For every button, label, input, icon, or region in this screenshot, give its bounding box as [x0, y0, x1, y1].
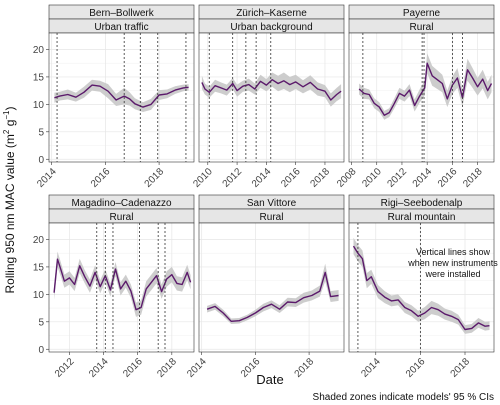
- x-tick-label: 2016: [121, 356, 145, 380]
- panel-6: Rigi–Seebodenalp Rural mountain 2014 2016 20…: [348, 194, 498, 380]
- x-tick-label: 2016: [404, 356, 428, 380]
- x-tick-label: 2018: [461, 166, 485, 190]
- category-label: Rural: [260, 212, 284, 223]
- x-tick-label: 2016: [89, 166, 113, 190]
- x-tick-label: 2010: [360, 166, 384, 190]
- plot-area: [199, 33, 344, 162]
- y-tick-label: 20: [33, 235, 45, 246]
- ci-band: [201, 72, 342, 107]
- y-tick-label: 10: [33, 100, 45, 111]
- plot-frame: [48, 222, 195, 353]
- x-tick-label: 2014: [250, 166, 274, 190]
- mac-series-line: [54, 84, 189, 108]
- mac-series-line: [53, 258, 192, 311]
- ci-band: [207, 263, 339, 324]
- panel-3: Payerne Rural 2008 2010 2012 2014 2016 2018: [335, 4, 495, 190]
- y-tick-label: 20: [33, 45, 45, 56]
- site-label: Rigi–Seebodenalp: [381, 198, 463, 209]
- x-tick-label: 2014: [185, 356, 209, 380]
- x-tick-label: 2014: [87, 356, 111, 380]
- caption: Shaded zones indicate models' 95 % CIs: [313, 392, 494, 403]
- annotation-line: Vertical lines show: [416, 247, 491, 257]
- y-tick-label: 5: [38, 127, 44, 138]
- y-tick-label: 5: [38, 317, 44, 328]
- y-tick-label: 10: [33, 290, 45, 301]
- x-tick-label: 2014: [359, 356, 383, 380]
- category-label: Rural: [410, 22, 434, 33]
- site-label: Magadino–Cadenazzo: [71, 198, 172, 209]
- annotation-line: when new instruments: [407, 258, 498, 268]
- panel-1: Bern–Bollwerk Urban traffic 0 5 10 15 20 2014 20…: [33, 4, 195, 190]
- x-tick-label: 2018: [449, 356, 473, 380]
- site-label: Payerne: [403, 8, 441, 19]
- category-label: Urban traffic: [94, 22, 148, 33]
- plot-area: [349, 223, 494, 352]
- plot-frame: [348, 32, 495, 163]
- annotation-line: were installed: [424, 269, 480, 279]
- x-tick-label: 2018: [293, 356, 317, 380]
- x-tick-label: 2008: [335, 166, 359, 190]
- y-axis-title: Rolling 950 nm MAC value (m2 g−1): [2, 107, 17, 294]
- x-tick-label: 2018: [155, 356, 179, 380]
- y-tick-label: 0: [38, 345, 44, 356]
- x-tick-label: 2012: [386, 166, 410, 190]
- site-label: San Vittore: [247, 198, 297, 209]
- plot-frame: [198, 32, 345, 163]
- plot-frame: [48, 32, 195, 163]
- x-tick-label: 2018: [143, 166, 167, 190]
- category-label: Rural mountain: [388, 212, 456, 223]
- mac-series-line: [201, 78, 342, 101]
- x-tick-label: 2012: [221, 166, 245, 190]
- mac-series-line: [206, 271, 339, 322]
- y-tick-label: 15: [33, 72, 45, 83]
- x-tick-label: 2018: [309, 166, 333, 190]
- x-tick-label: 2014: [35, 166, 59, 190]
- panel-4: Magadino–Cadenazzo Rural 0 5 10 15 20 2012 2014 2…: [33, 194, 195, 380]
- x-tick-label: 2012: [53, 356, 77, 380]
- x-tick-label: 2010: [191, 166, 215, 190]
- category-label: Urban background: [230, 22, 312, 33]
- mac-series-line: [358, 62, 493, 117]
- y-tick-label: 0: [38, 155, 44, 166]
- x-tick-label: 2016: [279, 166, 303, 190]
- x-axis-title: Date: [256, 372, 283, 387]
- plot-frame: [348, 222, 495, 353]
- x-tick-label: 2016: [436, 166, 460, 190]
- site-label: Zürich–Kaserne: [236, 8, 307, 19]
- ci-band: [54, 251, 191, 317]
- site-label: Bern–Bollwerk: [89, 8, 154, 19]
- x-tick-label: 2014: [411, 166, 435, 190]
- plot-frame: [198, 222, 345, 353]
- category-label: Rural: [110, 212, 134, 223]
- y-tick-label: 15: [33, 262, 45, 273]
- mac-series-line: [352, 245, 490, 331]
